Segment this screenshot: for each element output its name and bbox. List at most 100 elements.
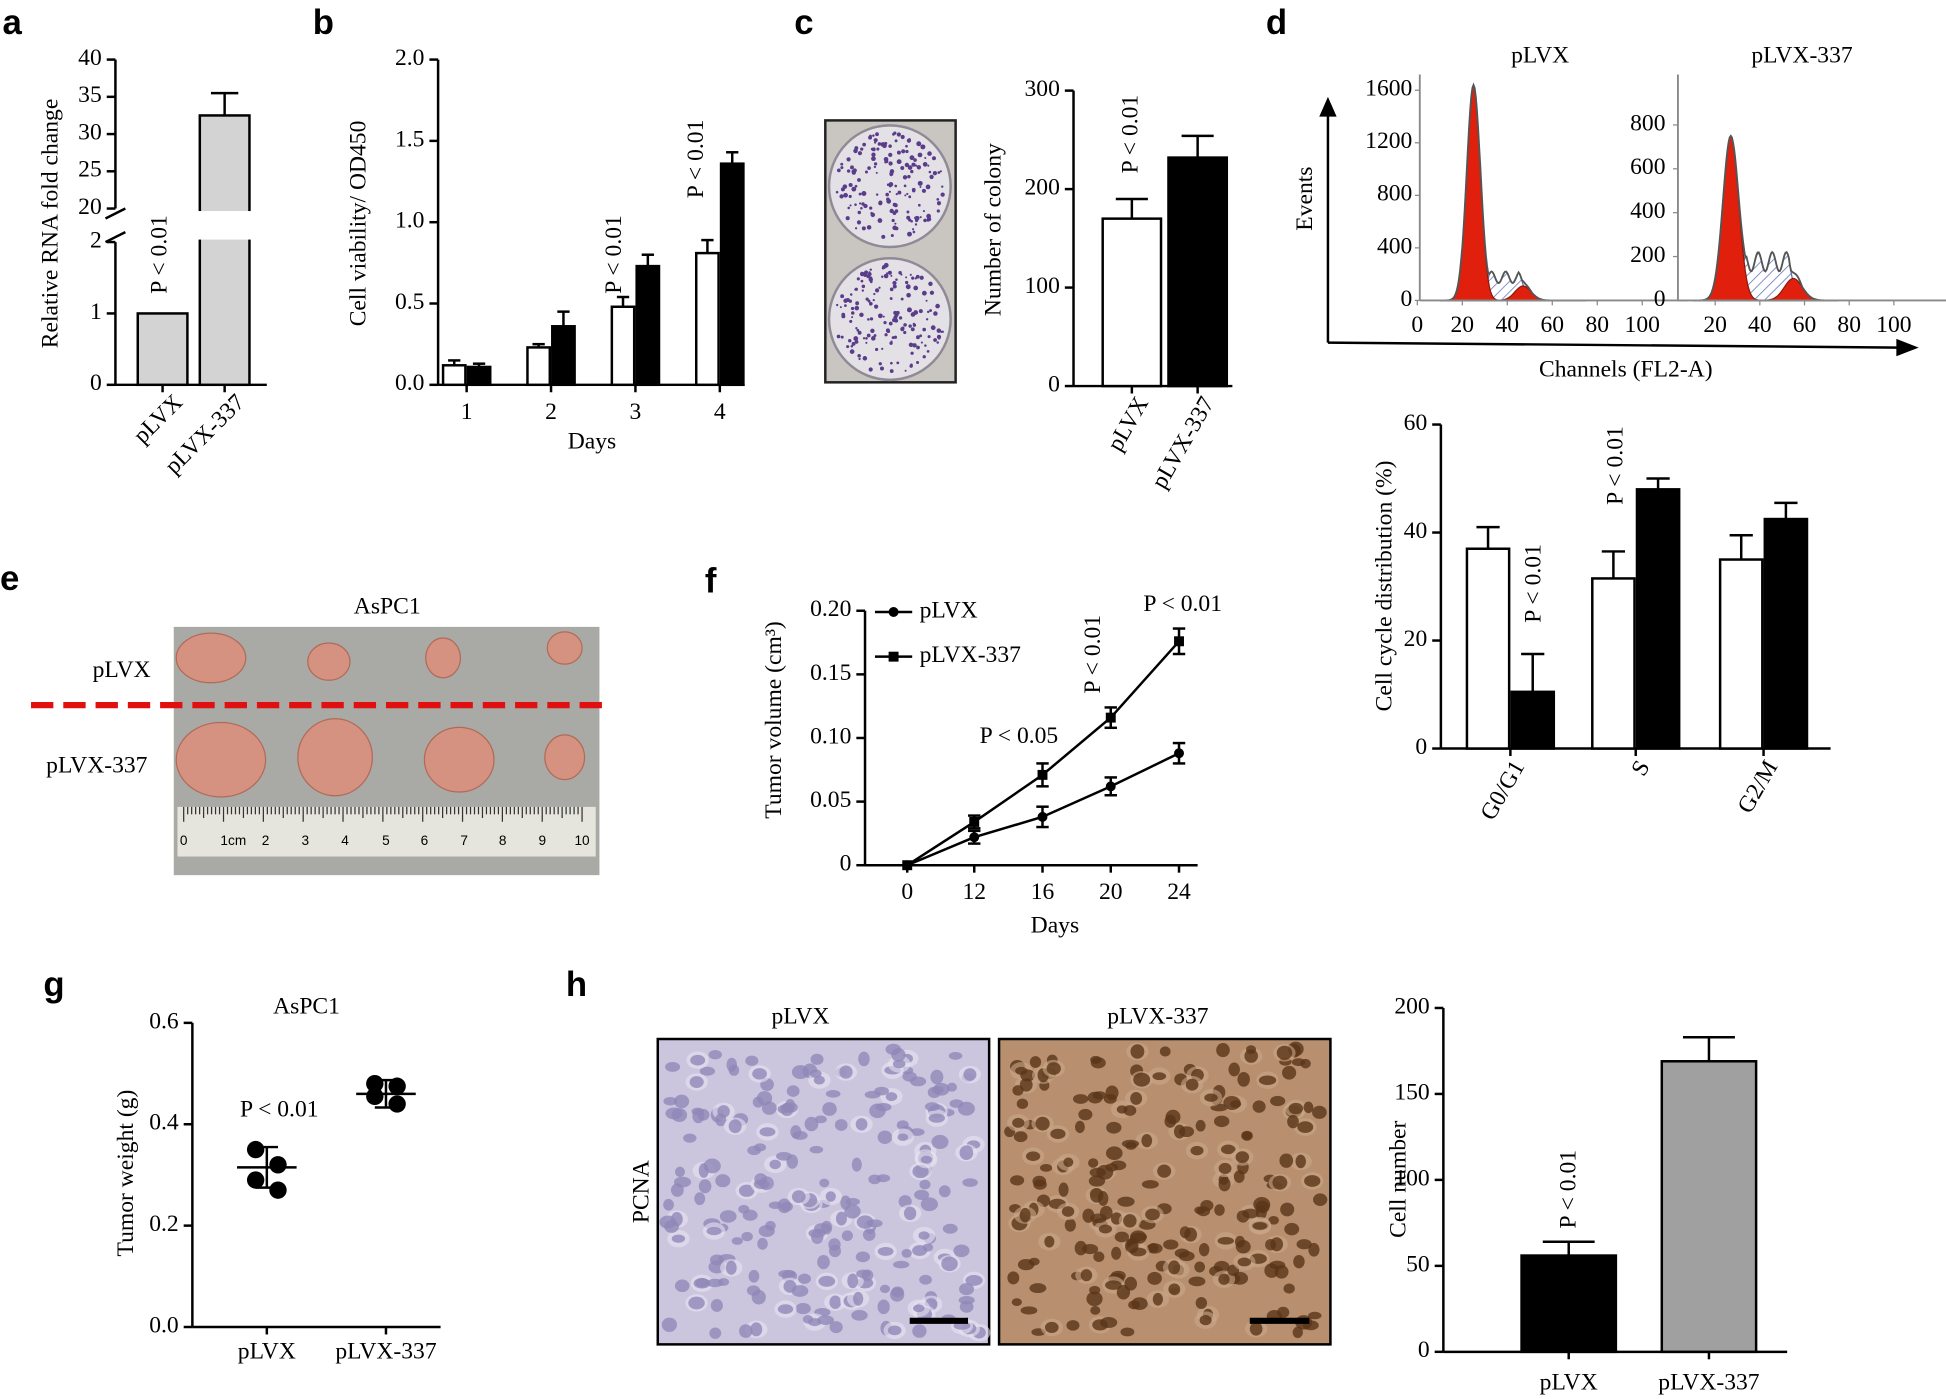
error-bar: [1601, 550, 1625, 579]
nucleus: [965, 1275, 983, 1286]
bar: [695, 251, 720, 387]
colony: [923, 218, 927, 223]
bar: [1510, 690, 1556, 750]
colony: [900, 166, 905, 170]
colony: [854, 184, 858, 188]
colony: [868, 301, 873, 306]
panel-label: c: [794, 4, 813, 42]
colony: [927, 151, 932, 156]
nucleus: [1279, 1153, 1294, 1168]
nucleus: [928, 1113, 945, 1123]
colony: [921, 144, 924, 147]
bar: [1167, 156, 1229, 388]
nucleus: [1284, 1222, 1300, 1236]
colony: [850, 344, 854, 348]
nucleus: [1213, 1115, 1230, 1128]
error-bar: [1521, 652, 1545, 692]
colony: [888, 190, 892, 193]
colony: [869, 134, 872, 138]
nucleus: [1032, 1175, 1047, 1187]
x-tick-label: pLVX-337: [335, 1338, 437, 1364]
colony: [857, 151, 863, 156]
colony: [870, 211, 873, 215]
bar: [1520, 1254, 1618, 1354]
x-tick-label: pLVX-337: [1658, 1370, 1760, 1396]
error-bar: [641, 253, 654, 267]
axis-break: [104, 207, 126, 220]
nucleus: [1026, 1151, 1041, 1162]
y-tick-label: 25: [78, 157, 102, 183]
colony: [888, 144, 892, 148]
nucleus: [1035, 1116, 1050, 1131]
colony: [902, 175, 908, 180]
image-title: pLVX-337: [1107, 1003, 1209, 1029]
colony: [908, 342, 914, 348]
nucleus: [959, 1145, 974, 1161]
x-tick-label: 20: [1099, 879, 1123, 905]
colony: [936, 328, 942, 333]
colony: [877, 313, 883, 319]
colony: [894, 318, 899, 323]
colony: [905, 149, 909, 154]
nucleus: [1198, 1242, 1210, 1257]
colony: [848, 339, 852, 343]
y-tick-label: 1200: [1365, 128, 1412, 154]
colony: [886, 272, 889, 275]
colony: [908, 138, 911, 141]
nucleus: [752, 1068, 767, 1080]
colony: [857, 210, 862, 215]
colony: [915, 274, 920, 279]
colony: [849, 204, 852, 207]
arrow-head: [1319, 96, 1337, 117]
colony: [910, 351, 914, 355]
nucleus: [759, 1127, 776, 1137]
arrow-head: [1896, 338, 1919, 357]
colony: [850, 306, 855, 311]
colony: [904, 369, 907, 372]
colony: [892, 280, 897, 286]
y-tick-label: 40: [78, 45, 102, 71]
colony: [860, 279, 864, 283]
colony: [904, 194, 907, 197]
nucleus: [1308, 1242, 1320, 1257]
colony: [928, 170, 932, 174]
nucleus: [810, 1053, 824, 1065]
nucleus: [751, 1289, 766, 1305]
y-tick-label: 800: [1630, 110, 1665, 136]
colony: [848, 182, 853, 188]
x-tick-label: 0: [1411, 312, 1423, 338]
bar: [441, 364, 467, 387]
nucleus: [688, 1296, 705, 1310]
colony: [878, 200, 883, 205]
annotation: P < 0.01: [147, 215, 173, 294]
colony: [852, 168, 857, 173]
nucleus: [835, 1211, 847, 1226]
colony: [839, 306, 842, 309]
colony: [843, 298, 848, 303]
x-tick-label: 3: [630, 399, 642, 425]
nucleus: [1252, 1222, 1268, 1230]
panel-label: f: [705, 563, 717, 601]
x-tick-label: 12: [962, 879, 986, 905]
marker: [969, 816, 980, 827]
nucleus: [1011, 1298, 1022, 1307]
y-axis-label: Relative RNA fold change: [38, 99, 64, 349]
colony: [932, 170, 938, 176]
nucleus: [715, 1174, 731, 1188]
nucleus: [912, 1324, 927, 1338]
colony: [937, 171, 941, 174]
y-tick-label: 0.0: [149, 1312, 178, 1338]
colony: [921, 188, 926, 193]
colony: [914, 164, 918, 167]
error-bar: [1729, 533, 1753, 560]
colony: [933, 311, 938, 316]
colony: [881, 275, 884, 278]
colony: [941, 185, 944, 188]
colony: [859, 271, 865, 277]
ruler-label: 2: [262, 833, 270, 848]
nucleus: [914, 1189, 930, 1201]
nucleus: [1098, 1224, 1113, 1234]
colony: [875, 193, 879, 196]
colony: [849, 349, 855, 354]
nucleus: [1288, 1102, 1304, 1115]
